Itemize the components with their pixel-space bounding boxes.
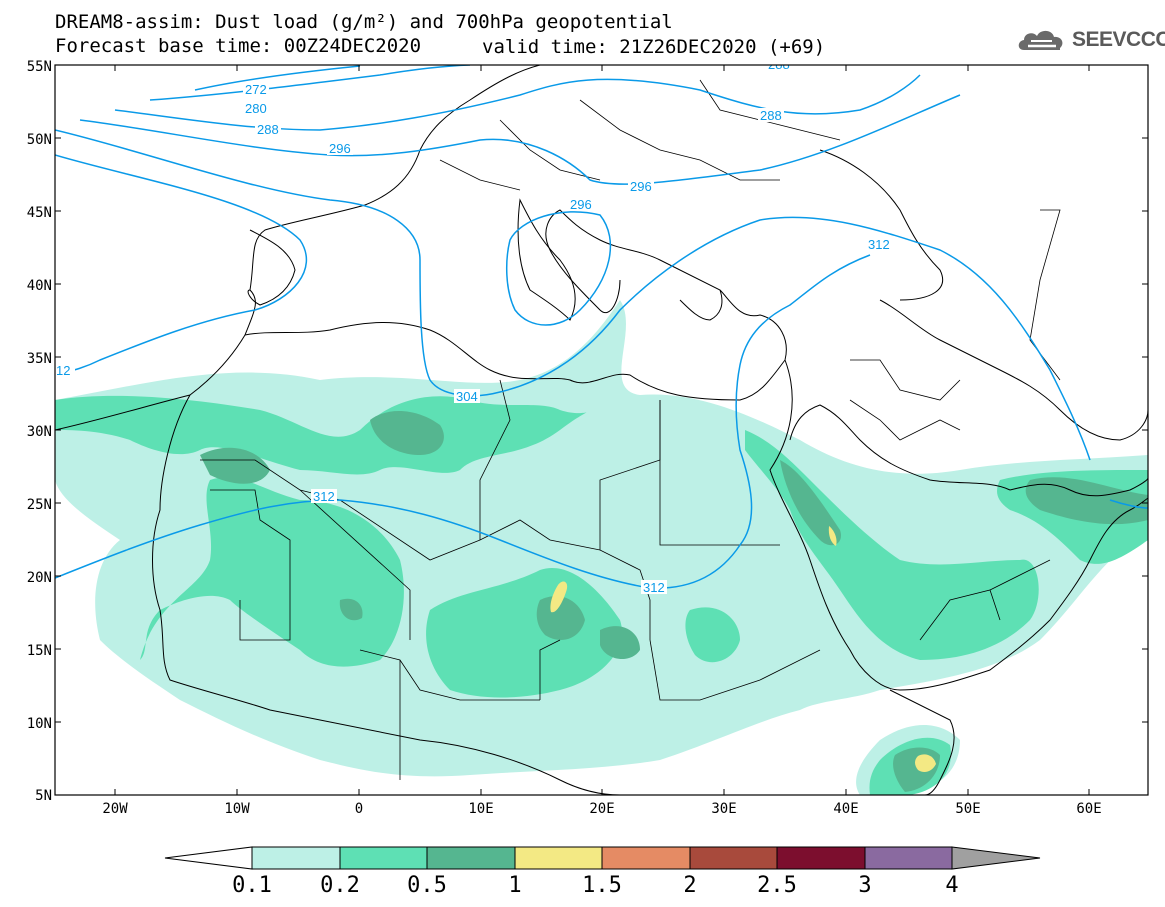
valid-time: valid time: 21Z26DEC2020 (+69) (482, 36, 826, 58)
contour-label: 304 (456, 389, 478, 404)
colorbar-label: 2.5 (757, 873, 797, 898)
colorbar-segment (601, 846, 691, 870)
axis-ticks (55, 64, 1148, 795)
colorbar-label: 3 (858, 873, 871, 898)
lon-label: 0 (355, 801, 363, 817)
map-title: DREAM8-assim: Dust load (g/m²) and 700hP… (55, 11, 673, 33)
colorbar-right-arrow (951, 846, 1041, 870)
colorbar: 0.1 0.2 0.5 1 1.5 2 2.5 3 4 (164, 846, 1041, 898)
lon-label: 20E (589, 801, 614, 817)
colorbar-segment (864, 846, 953, 870)
contour-label: 312 (868, 237, 890, 252)
lon-label: 20W (102, 801, 128, 817)
lon-label: 10W (224, 801, 250, 817)
latitude-labels: 55N 50N 45N 40N 35N 30N 25N 20N 15N 10N … (27, 59, 52, 804)
longitude-labels: 20W 10W 0 10E 20E 30E 40E 50E 60E (102, 801, 1101, 817)
map-plot-area: 272 280 288 296 288 296 296 312 304 312 … (55, 57, 1148, 795)
lat-label: 25N (27, 497, 52, 513)
contour-label: 296 (570, 197, 592, 212)
colorbar-segment (689, 846, 778, 870)
lat-label: 50N (27, 132, 52, 148)
colorbar-label: 4 (945, 873, 958, 898)
contour-label: 288 (257, 122, 279, 137)
colorbar-label: 0.1 (232, 873, 272, 898)
contour-labels: 272 280 288 296 288 296 296 312 304 312 … (55, 57, 892, 595)
dust-shading-peak (550, 526, 936, 772)
contour-label: 288 (768, 57, 790, 72)
lat-label: 40N (27, 278, 52, 294)
lon-label: 50E (955, 801, 980, 817)
lat-label: 30N (27, 424, 52, 440)
dust-shading-high (200, 410, 1148, 792)
coastlines (55, 65, 1148, 795)
colorbar-segment (339, 846, 428, 870)
lat-label: 35N (27, 351, 52, 367)
colorbar-label: 1.5 (582, 873, 622, 898)
colorbar-segment (514, 846, 603, 870)
lon-label: 60E (1076, 801, 1101, 817)
contour-label: 12 (56, 363, 70, 378)
colorbar-label: 2 (683, 873, 696, 898)
colorbar-segment (426, 846, 516, 870)
contour-label: 288 (760, 108, 782, 123)
lon-label: 10E (468, 801, 493, 817)
colorbar-label: 0.5 (407, 873, 447, 898)
lon-label: 40E (833, 801, 858, 817)
lat-label: 15N (27, 643, 52, 659)
contour-label: 296 (630, 179, 652, 194)
cloud-icon (1018, 30, 1063, 50)
colorbar-segment (776, 846, 866, 870)
contour-label: 312 (643, 580, 665, 595)
lat-label: 10N (27, 716, 52, 732)
colorbar-label: 1 (508, 873, 521, 898)
colorbar-segment (251, 846, 341, 870)
lat-label: 5N (35, 788, 52, 804)
logo-text: SEEVCCC (1072, 28, 1165, 51)
lat-label: 55N (27, 59, 52, 75)
contour-label: 280 (245, 101, 267, 116)
forecast-base-time: Forecast base time: 00Z24DEC2020 (55, 35, 422, 57)
lon-label: 30E (711, 801, 736, 817)
lat-label: 20N (27, 570, 52, 586)
colorbar-label: 0.2 (320, 873, 360, 898)
colorbar-left-arrow (164, 846, 253, 870)
borders (200, 79, 1061, 780)
contour-label: 312 (313, 489, 335, 504)
contour-label: 296 (329, 141, 351, 156)
seevccc-logo: SEEVCCC (1016, 26, 1165, 56)
contour-label: 272 (245, 82, 267, 97)
lat-label: 45N (27, 205, 52, 221)
